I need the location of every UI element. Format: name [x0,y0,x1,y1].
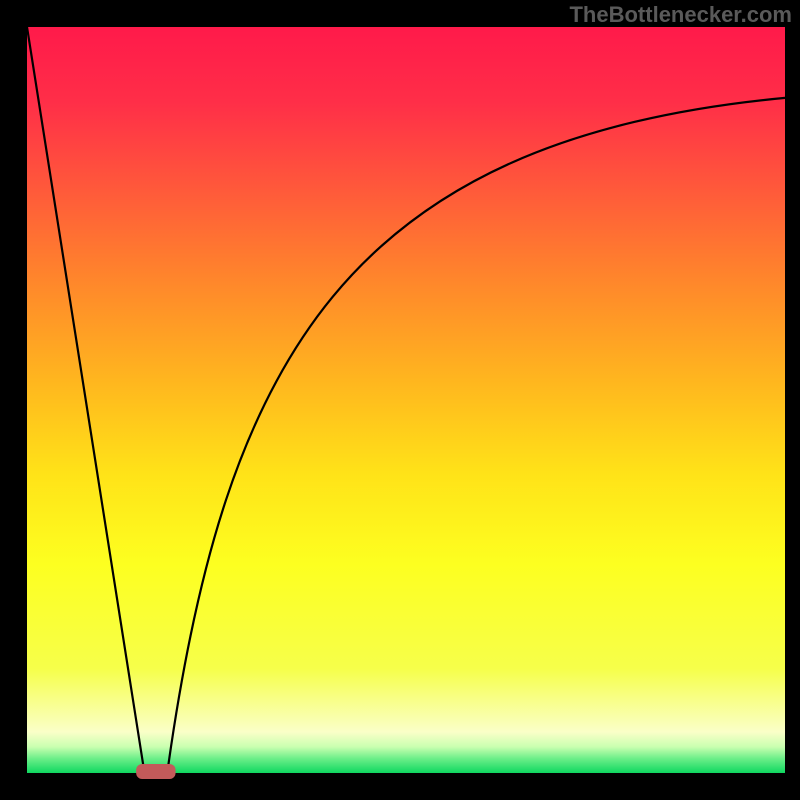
bottleneck-chart [0,0,800,800]
attribution-text: TheBottlenecker.com [569,2,792,28]
chart-container: TheBottlenecker.com [0,0,800,800]
